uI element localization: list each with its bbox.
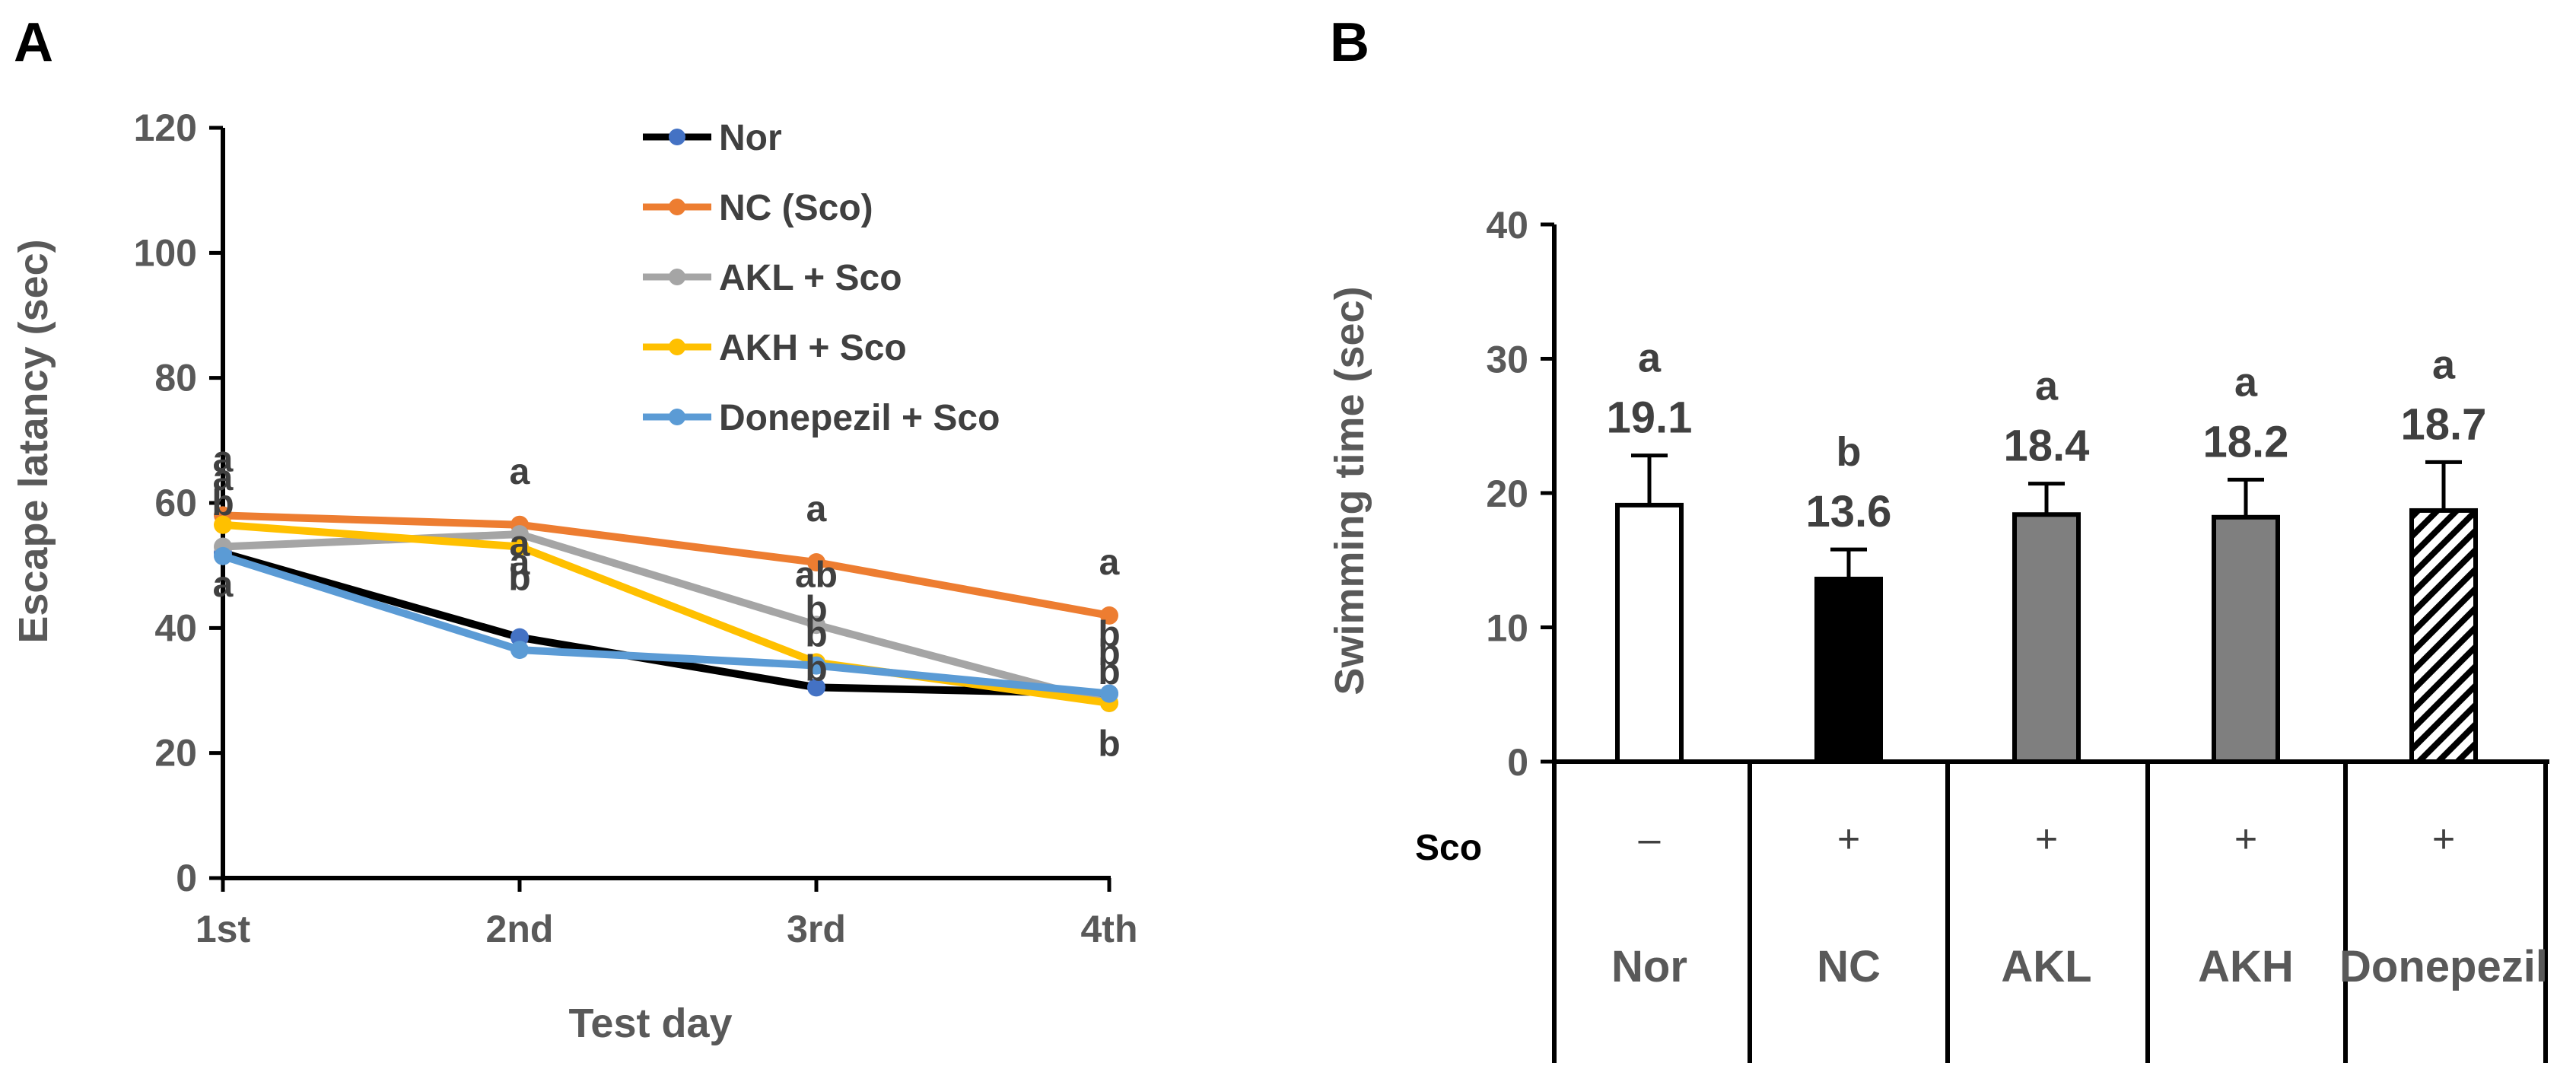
panel-b-group-label: AKH <box>2198 942 2294 991</box>
panel-a-x-tick-label: 3rd <box>787 908 846 950</box>
panel-a-significance-letter: b <box>508 558 530 599</box>
panel-b-sco-sign: + <box>2432 817 2455 861</box>
panel-a-legend-marker <box>669 269 685 285</box>
panel-b-value-label: 19.1 <box>1607 393 1693 443</box>
panel-a-legend-label: AKL + Sco <box>719 258 902 298</box>
panel-b-bar <box>1615 502 1684 764</box>
panel-a-significance-letter: ab <box>795 555 838 595</box>
panel-a-series-point-2 <box>510 525 529 544</box>
panel-a-series-point-2 <box>807 616 825 635</box>
panel-a-series-point-3 <box>510 537 529 556</box>
panel-a-series-line-3 <box>222 520 1110 707</box>
panel-a-y-tick-label: 60 <box>154 482 197 524</box>
panel-a-legend-label: NC (Sco) <box>719 188 873 228</box>
panel-a-significance-letter: b <box>805 615 827 655</box>
panel-b-group-label: NC <box>1817 942 1881 991</box>
panel-a-legend-label: Donepezil + Sco <box>719 398 1000 438</box>
panel-b-bar <box>1814 576 1883 765</box>
panel-b-y-tick-label: 40 <box>1486 204 1528 247</box>
panel-a-series-point-4 <box>807 656 825 675</box>
panel-b-significance-letter: a <box>2432 342 2456 387</box>
panel-a-significance-letter: a <box>213 439 234 479</box>
panel-a-significance-letter: a <box>213 565 234 605</box>
panel-b-significance-letter: a <box>2035 364 2059 409</box>
panel-a-legend-label: AKH + Sco <box>719 328 907 368</box>
panel-a-significance-letter: b <box>211 483 234 523</box>
panel-a-legend-marker <box>669 339 685 355</box>
panel-a-significance-letter: a <box>510 543 530 583</box>
panel-a-y-tick-label: 0 <box>176 857 197 899</box>
panel-a-series-line-0 <box>221 549 1110 698</box>
panel-a-significance-letter: a <box>510 452 530 492</box>
panel-a-y-axis-title: Escape latancy (sec) <box>11 239 56 643</box>
panel-a-y-tick-label: 20 <box>154 732 197 775</box>
panel-b-letter: B <box>1330 12 1369 73</box>
panel-a-series-point-4 <box>214 546 232 565</box>
panel-a-significance-letter: a <box>510 523 530 564</box>
panel-a-legend: Nor NC (Sco) AKL + Sco AKH + Sco Donepezil +… <box>643 118 1000 438</box>
panel-b-significance-letter: a <box>2234 359 2258 405</box>
panel-b-sco-label: Sco <box>1415 828 1482 868</box>
panel-b: B Swimming time (sec) 0 10 20 30 40 Sco – + + + +… <box>1327 12 2549 1063</box>
panel-a-y-tick-label: 80 <box>154 357 197 399</box>
panel-b-y-axis-title: Swimming time (sec) <box>1327 286 1372 695</box>
panel-b-value-label: 18.2 <box>2203 417 2289 466</box>
panel-a-x-tick-label: 2nd <box>486 908 554 950</box>
panel-b-bar <box>2212 514 2280 765</box>
panel-a-x-tick-label: 4th <box>1081 908 1138 950</box>
panel-b-value-label: 13.6 <box>1806 487 1892 536</box>
panel-a-significance-letter: b <box>1098 615 1120 655</box>
panel-a-legend-label: Nor <box>719 118 782 158</box>
panel-a-y-tick-label: 100 <box>134 231 197 274</box>
panel-b-sco-sign: + <box>2035 817 2058 861</box>
panel-a-significance-letter: a <box>1099 543 1120 583</box>
panel-a-significance-letter: a <box>806 489 827 530</box>
panel-b-y-tick-label: 0 <box>1507 741 1528 784</box>
panel-a-series-line-4 <box>221 552 1110 698</box>
panel-a-letter: A <box>14 12 53 73</box>
panel-b-y-tick-label: 10 <box>1486 607 1528 650</box>
panel-b-significance-letter: b <box>1837 429 1862 475</box>
panel-a-legend-marker <box>669 199 685 215</box>
panel-a-series-line-2 <box>222 530 1111 707</box>
panel-b-sco-sign: + <box>1837 817 1860 861</box>
panel-b-group-label: AKL <box>2001 942 2091 991</box>
panel-a-series-line-1 <box>222 511 1110 619</box>
panel-b-group-label: Nor <box>1611 942 1687 991</box>
panel-a-significance-letter: b <box>805 649 827 689</box>
panel-a-series-point-4 <box>1100 684 1118 703</box>
panel-a-x-tick-label: 1st <box>196 908 251 950</box>
panel-a-significance-letter: a <box>213 458 234 498</box>
panel-a-series-point-0 <box>807 678 825 697</box>
panel-b-value-label: 18.4 <box>2004 422 2090 471</box>
panel-a-significance-letter: b <box>805 590 827 630</box>
panel-a-significance-letter: b <box>1098 724 1120 764</box>
panel-a-legend-marker <box>669 129 685 145</box>
panel-b-group-label: Donepezil <box>2339 942 2548 991</box>
panel-b-bar <box>2409 508 2478 764</box>
panel-a-significance-letter: b <box>1098 652 1120 692</box>
panel-a-series-point-1 <box>807 553 825 572</box>
panel-a-x-axis-title: Test day <box>568 1001 732 1046</box>
panel-b-y-tick-label: 20 <box>1486 473 1528 515</box>
panel-a-y-tick-label: 40 <box>154 606 197 649</box>
panel-a-significance-letter: b <box>1098 633 1120 673</box>
panel-b-value-label: 18.7 <box>2401 399 2487 449</box>
panel-b-bar <box>2012 512 2081 764</box>
panel-b-sco-sign: + <box>2234 817 2257 861</box>
panel-a-series-point-0 <box>510 628 529 647</box>
panel-a-series-point-3 <box>214 515 232 534</box>
panel-b-y-tick-label: 30 <box>1486 339 1528 381</box>
panel-a-y-tick-label: 120 <box>134 107 197 149</box>
panel-a-series-point-1 <box>1100 606 1118 625</box>
panel-a-series-point-4 <box>510 641 529 660</box>
panel-a: A Escape latancy (sec) Test day 0 20 40 60 8… <box>11 12 1138 1046</box>
panel-b-sco-sign: – <box>1639 817 1661 861</box>
panel-a-legend-marker <box>669 409 685 425</box>
panel-b-significance-letter: a <box>1638 336 1662 381</box>
